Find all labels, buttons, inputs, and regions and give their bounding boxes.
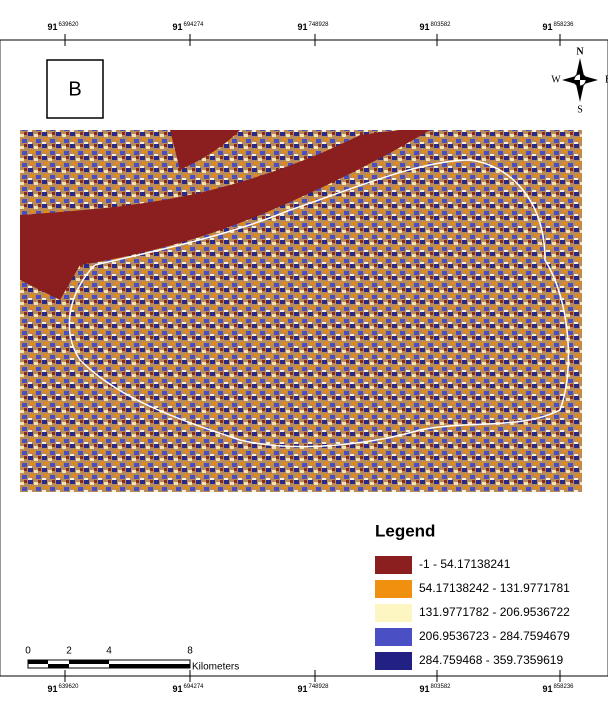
legend-label: 54.17138242 - 131.9771781 [419,581,570,595]
scale-label: 8 [187,646,193,657]
tick-main: 91 [419,22,429,32]
tick-label: 91639620 [47,684,79,695]
compass: N W E S [551,46,608,115]
panel-label: B [68,78,81,100]
scale-label: 2 [66,646,72,657]
tick-label: 91803582 [419,22,451,33]
legend-title: Legend [375,521,435,540]
tick-sup: 748928 [308,22,329,28]
tick-sup: 803582 [430,22,451,28]
tick-main: 91 [419,684,429,694]
raster-map [20,130,582,492]
tick-sup: 803582 [430,684,451,690]
tick-main: 91 [297,684,307,694]
compass-w: W [551,74,561,85]
scale-bar [28,660,190,668]
tick-label: 91803582 [419,684,451,695]
tick-label: 91639620 [47,22,79,33]
tick-label: 91694274 [172,22,204,33]
tick-label: 91748928 [297,684,329,695]
scale-label: 4 [106,646,112,657]
scale-label: 0 [25,646,31,657]
tick-main: 91 [297,22,307,32]
tick-main: 91 [172,684,182,694]
legend-swatch [375,628,412,646]
tick-main: 91 [542,684,552,694]
tick-sup: 694274 [183,22,204,28]
tick-sup: 694274 [183,684,204,690]
tick-main: 91 [542,22,552,32]
tick-sup: 858236 [553,684,574,690]
tick-sup: 639620 [58,22,79,28]
scale-unit: Kilometers [192,662,239,673]
legend-label: 131.9771782 - 206.9536722 [419,605,570,619]
compass-s: S [577,104,583,115]
tick-main: 91 [47,684,57,694]
map-page: B N W E S Legend 91639620916942749174892… [0,0,608,702]
legend-swatch [375,556,412,574]
legend-label: 206.9536723 - 284.7594679 [419,629,570,643]
tick-sup: 748928 [308,684,329,690]
tick-main: 91 [172,22,182,32]
tick-label: 91694274 [172,684,204,695]
legend-label: -1 - 54.17138241 [419,557,511,571]
legend-swatch [375,652,412,670]
tick-sup: 639620 [58,684,79,690]
tick-label: 91858236 [542,684,574,695]
tick-sup: 858236 [553,22,574,28]
legend-swatch [375,604,412,622]
tick-label: 91748928 [297,22,329,33]
tick-main: 91 [47,22,57,32]
compass-n: N [576,46,584,57]
legend-label: 284.759468 - 359.7359619 [419,653,563,667]
tick-label: 91858236 [542,22,574,33]
legend-swatch [375,580,412,598]
